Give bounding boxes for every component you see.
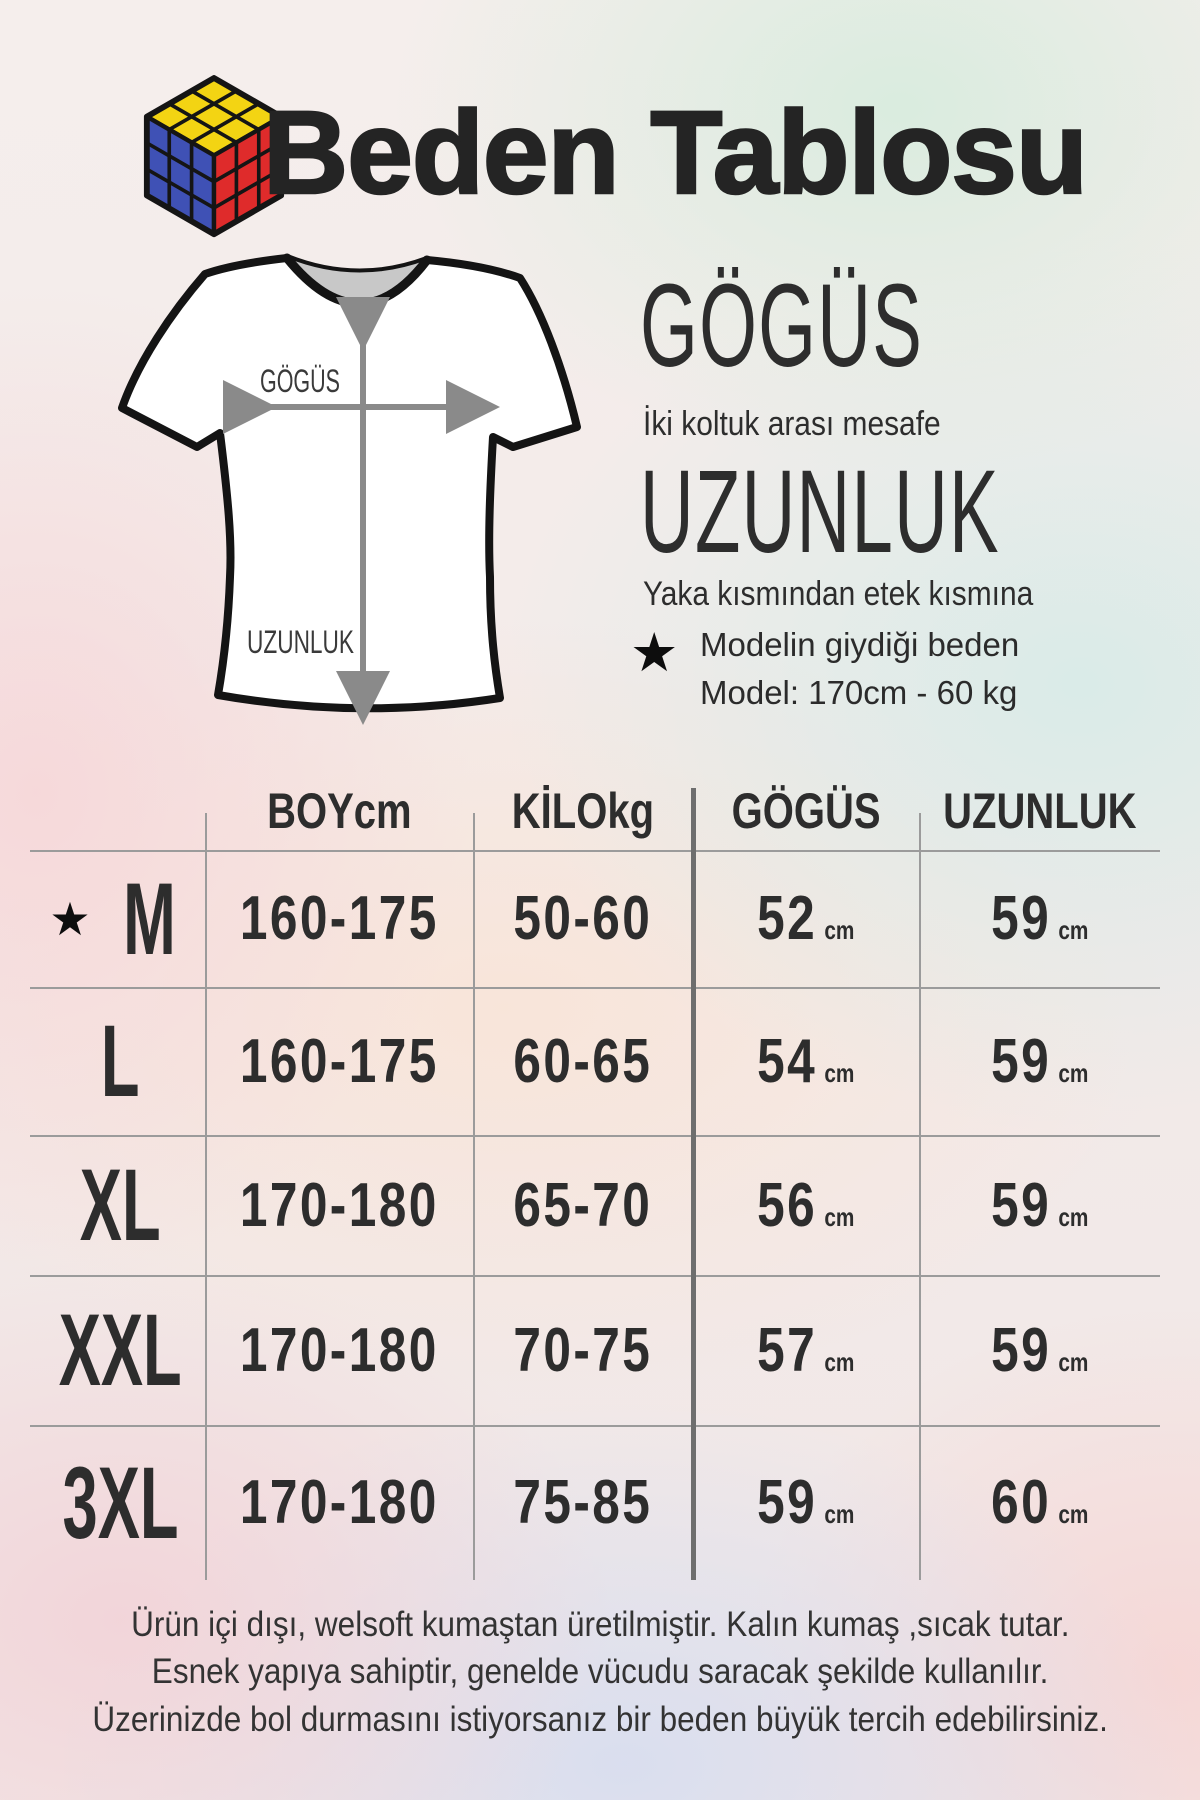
header-boy-unit: cm (353, 783, 412, 839)
row-3xl-kilo: 75-85 (513, 1468, 653, 1537)
fabric-info-line3: Üzerinizde bol durmasını istiyorsanız bi… (92, 1699, 1108, 1739)
row-l-size: L (101, 1004, 140, 1118)
star-icon: ★ (630, 623, 679, 683)
row-xxl-kilo: 70-75 (513, 1315, 653, 1385)
row-l-boy: 160-175 (239, 1026, 439, 1096)
row-xl-boy: 170-180 (239, 1170, 439, 1240)
table-vline-2 (473, 813, 475, 1580)
header-kilo: KİLOkg (511, 783, 655, 839)
header-kilo-unit: kg (607, 783, 655, 839)
diagram-length-label: UZUNLUK (247, 624, 354, 660)
legend-chest-desc: İki koltuk arası mesafe (643, 405, 941, 443)
row-l-gogus: 54 cm (757, 1026, 855, 1096)
row-3xl-uzunluk: 60 cm (990, 1468, 1089, 1537)
row-xl-size: XL (80, 1148, 161, 1262)
row-l-kilo: 60-65 (513, 1026, 653, 1096)
table-line-1 (30, 987, 1160, 989)
row-3xl-size: 3XL (62, 1445, 179, 1560)
row-xxl-uzunluk: 59 cm (990, 1315, 1089, 1385)
row-3xl-boy: 170-180 (239, 1468, 439, 1537)
header-size-empty (30, 690, 205, 850)
header-uzunluk: UZUNLUK (942, 783, 1137, 839)
model-info: Modelin giydiği beden Model: 170cm - 60 … (700, 621, 1019, 717)
legend-length-title: UZUNLUK (640, 446, 1000, 578)
fabric-info-line2: Esnek yapıya sahiptir, genelde vücudu sa… (151, 1652, 1049, 1692)
row-xl-kilo: 65-70 (513, 1170, 653, 1240)
row-l-uzunluk: 59 cm (990, 1026, 1089, 1096)
fabric-info-line1: Ürün içi dışı, welsoft kumaştan üretilmi… (130, 1605, 1070, 1644)
row-m-boy: 160-175 (239, 884, 439, 953)
table-vline-3 (919, 813, 921, 1580)
table-line-header (30, 850, 1160, 852)
table-vline-thick (691, 788, 696, 1580)
fabric-info: Ürün içi dışı, welsoft kumaştan üretilmi… (0, 1601, 1200, 1743)
row-m-kilo: 50-60 (513, 884, 653, 953)
row-m-star-icon: ★ (49, 892, 91, 945)
row-xxl-size: XXL (59, 1293, 182, 1407)
row-m-gogus: 52 cm (757, 884, 855, 953)
header-boy: BOYcm (266, 783, 412, 839)
page-title: Beden Tablosu (262, 87, 1090, 219)
legend-chest-title: GÖGÜS (640, 260, 924, 392)
legend-length-desc: Yaka kısmından etek kısmına (643, 575, 1034, 613)
diagram-chest-label: GÖGÜS (260, 363, 340, 399)
row-m-uzunluk: 59 cm (990, 884, 1089, 953)
row-xxl-gogus: 57 cm (757, 1315, 855, 1385)
row-xxl-boy: 170-180 (239, 1315, 439, 1385)
header-gogus: GÖGÜS (731, 783, 881, 839)
tshirt-diagram: GÖGÜS UZUNLUK (118, 253, 581, 725)
model-info-line2: Model: 170cm - 60 kg (700, 673, 1018, 711)
row-xl-uzunluk: 59 cm (990, 1170, 1089, 1240)
size-table: BOYcm KİLOkg GÖGÜS UZUNLUK ★ M 160-175 5… (30, 690, 1160, 1580)
table-line-2 (30, 1135, 1160, 1137)
table-line-3 (30, 1275, 1160, 1277)
table-line-4 (30, 1425, 1160, 1427)
row-3xl-gogus: 59 cm (757, 1468, 855, 1537)
row-m-size: ★ M (49, 861, 176, 976)
rubiks-cube-icon (143, 75, 285, 238)
model-info-line1: Modelin giydiği beden (700, 626, 1020, 663)
row-xl-gogus: 56 cm (757, 1170, 855, 1240)
table-vline-1 (205, 813, 207, 1580)
